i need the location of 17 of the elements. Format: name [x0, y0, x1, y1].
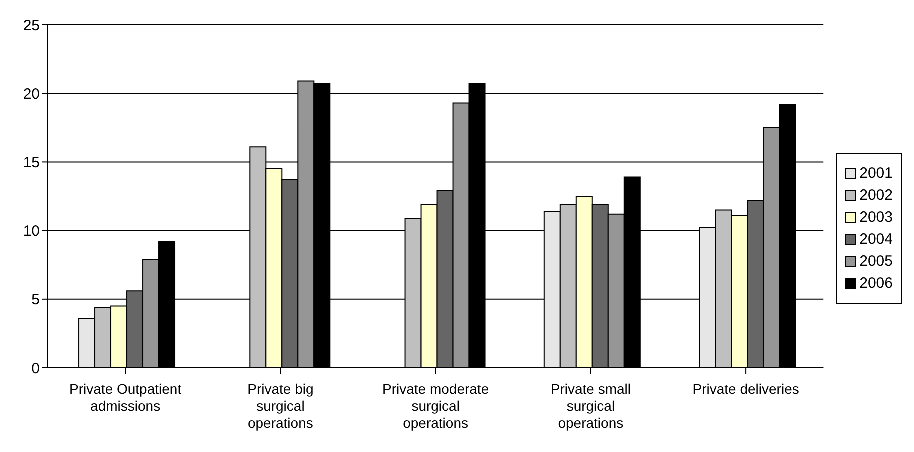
x-tick-label: Private small surgical operations: [550, 381, 632, 431]
legend-label: 2005: [860, 252, 893, 270]
x-tick-label: Private deliveries: [692, 381, 800, 397]
x-tick-label: Private moderate surgical operations: [382, 381, 490, 431]
legend-label: 2003: [860, 208, 893, 226]
y-tick-label: 0: [32, 360, 40, 378]
legend-label: 2004: [860, 230, 893, 248]
legend-label: 2001: [860, 164, 893, 182]
y-tick-label: 20: [23, 86, 40, 103]
y-tick-label: 15: [23, 154, 40, 172]
y-tick-label: 25: [23, 17, 40, 34]
y-tick-label: 5: [32, 292, 40, 309]
legend-label: 2006: [860, 274, 893, 292]
y-tick-label: 10: [23, 223, 40, 240]
x-tick-label: Private big surgical operations: [248, 381, 314, 431]
x-tick-label: Private Outpatient admissions: [70, 381, 182, 414]
legend-label: 2002: [860, 186, 893, 204]
